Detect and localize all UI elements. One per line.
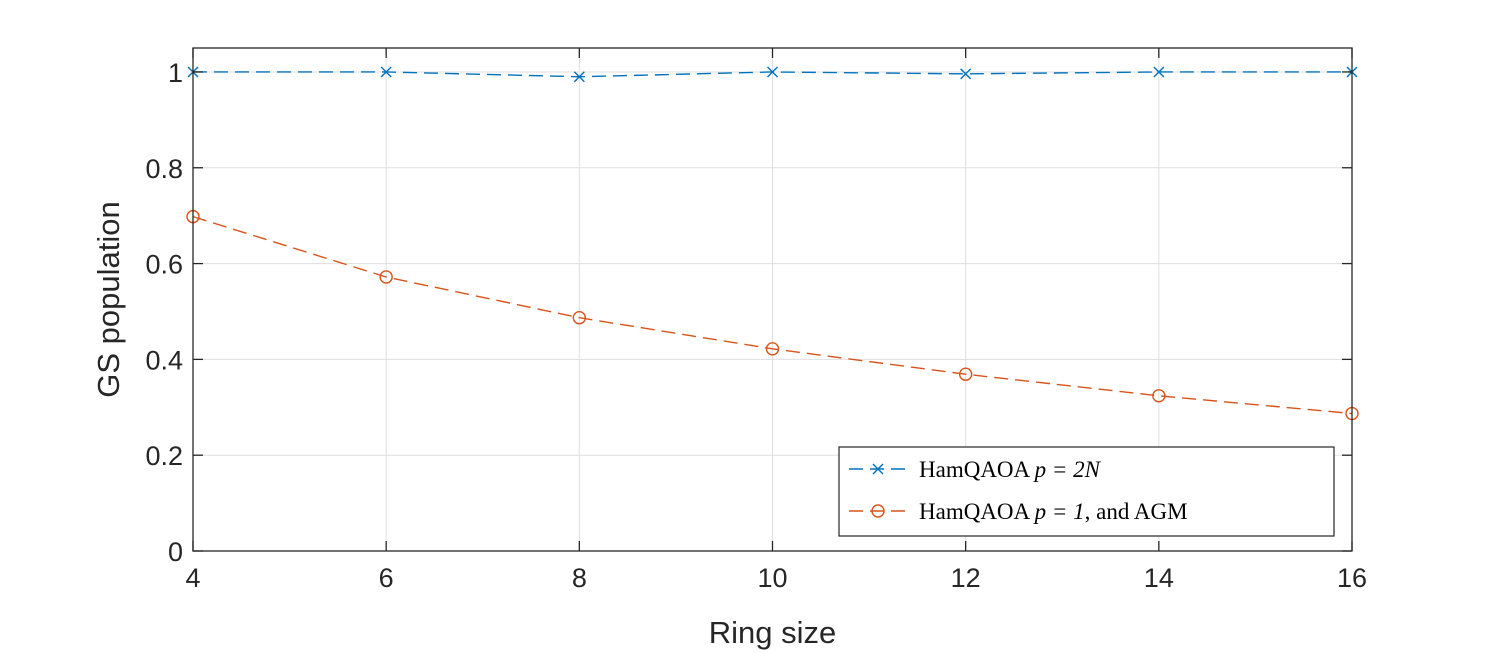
data-point-x-marker xyxy=(767,66,778,78)
data-point-x-marker xyxy=(380,66,392,78)
data-point-circle-marker xyxy=(572,311,587,325)
x-tick-label: 16 xyxy=(1337,563,1367,593)
y-tick-label: 1 xyxy=(168,58,183,88)
legend-label-prefix: HamQAOA xyxy=(919,457,1035,482)
y-tick-label: 0.8 xyxy=(145,154,183,184)
x-tick-label: 10 xyxy=(757,563,787,593)
data-point-x-marker xyxy=(1153,66,1165,78)
marker-stroke xyxy=(573,71,585,83)
legend-entry-1: HamQAOA p = 2N xyxy=(849,457,1102,482)
legend-label-math: p = 2N xyxy=(1033,457,1102,482)
marker-stroke xyxy=(960,68,972,80)
data-point-circle-marker xyxy=(379,270,393,284)
data-point-circle-marker xyxy=(1152,389,1166,403)
y-tick-label: 0.4 xyxy=(145,345,183,375)
x-tick-label: 4 xyxy=(185,563,200,593)
series-2-line xyxy=(192,215,1353,415)
data-point-x-marker xyxy=(960,68,972,80)
data-point-circle-marker xyxy=(958,367,973,381)
data-point-x-marker xyxy=(872,463,884,475)
legend-label: HamQAOA p = 1, and AGM xyxy=(919,499,1188,524)
x-tick-label: 12 xyxy=(951,563,981,593)
x-tick-label: 14 xyxy=(1144,563,1174,593)
legend-label-suffix: , and AGM xyxy=(1085,499,1188,524)
y-axis-label: GS population xyxy=(91,201,126,397)
ticks: 4 6 8 10 12 14 16 0 0.2 0.4 0.6 0.8 1 xyxy=(145,48,1367,593)
data-point-circle-marker xyxy=(765,342,780,356)
marker-stroke xyxy=(380,66,392,78)
y-tick-label: 0 xyxy=(168,537,183,567)
marker-stroke xyxy=(1153,66,1165,78)
y-tick-label: 0.6 xyxy=(145,250,183,280)
series-layer xyxy=(186,66,1359,421)
legend-label-math: p = 1 xyxy=(1033,499,1085,524)
legend-box xyxy=(838,446,1335,537)
legend-entry-2: HamQAOA p = 1, and AGM xyxy=(849,499,1188,524)
data-point-circle-marker xyxy=(871,504,885,518)
legend-label: HamQAOA p = 2N xyxy=(919,457,1102,482)
y-tick-label: 0.2 xyxy=(145,441,183,471)
data-point-x-marker xyxy=(573,71,585,83)
legend-label-prefix: HamQAOA xyxy=(919,499,1035,524)
x-axis-label: Ring size xyxy=(709,615,837,650)
x-tick-label: 6 xyxy=(379,563,394,593)
x-tick-label: 8 xyxy=(572,563,587,593)
marker-stroke xyxy=(767,66,778,78)
marker-stroke xyxy=(872,463,884,475)
